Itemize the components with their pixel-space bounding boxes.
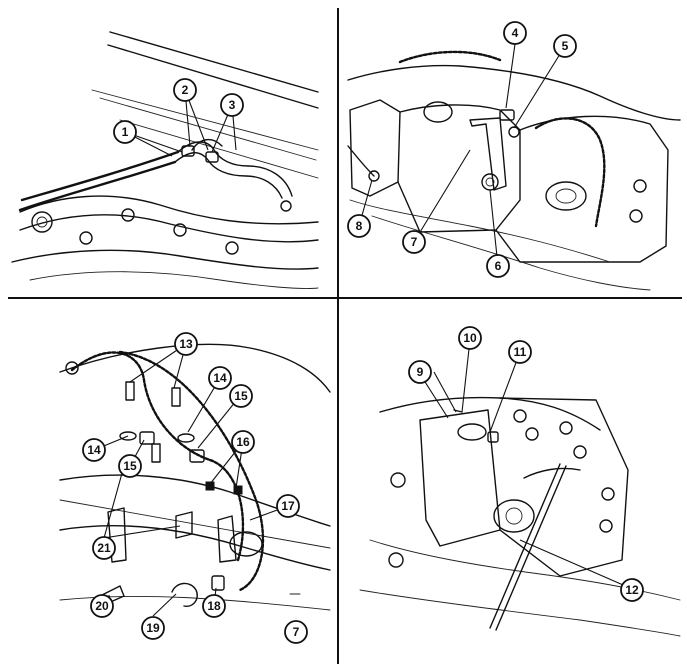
callout-7-top: 7 xyxy=(402,230,426,254)
svg-text:8: 8 xyxy=(356,219,363,233)
svg-text:20: 20 xyxy=(95,599,109,613)
svg-text:14: 14 xyxy=(87,443,101,457)
svg-text:21: 21 xyxy=(97,541,111,555)
svg-text:17: 17 xyxy=(281,499,295,513)
svg-text:5: 5 xyxy=(562,39,569,53)
svg-text:6: 6 xyxy=(495,259,502,273)
svg-text:9: 9 xyxy=(417,365,424,379)
callout-16: 16 xyxy=(231,430,255,454)
svg-text:15: 15 xyxy=(123,459,137,473)
svg-text:15: 15 xyxy=(234,389,248,403)
svg-text:10: 10 xyxy=(463,331,477,345)
callout-9: 9 xyxy=(408,360,432,384)
callout-6: 6 xyxy=(486,254,510,278)
svg-text:2: 2 xyxy=(182,83,189,97)
svg-text:11: 11 xyxy=(514,345,527,359)
panel-top-right xyxy=(347,50,681,291)
svg-text:7: 7 xyxy=(411,235,418,249)
callout-15-left: 15 xyxy=(118,454,142,478)
callout-20: 20 xyxy=(90,594,114,618)
callout-2: 2 xyxy=(173,78,197,102)
callouts: 1 2 3 4 5 6 7 8 9 10 11 12 13 14 14 15 1… xyxy=(82,21,644,644)
svg-text:12: 12 xyxy=(625,583,639,597)
callout-18: 18 xyxy=(202,594,226,618)
callout-7-bottom: 7 xyxy=(284,620,308,644)
svg-text:4: 4 xyxy=(512,26,519,40)
callout-13: 13 xyxy=(174,332,198,356)
callout-8: 8 xyxy=(347,214,371,238)
callout-14-left: 14 xyxy=(82,438,106,462)
callout-12: 12 xyxy=(620,578,644,602)
svg-text:18: 18 xyxy=(207,599,221,613)
callout-14-right: 14 xyxy=(208,366,232,390)
svg-text:7: 7 xyxy=(293,625,300,639)
svg-text:13: 13 xyxy=(179,337,193,351)
svg-text:1: 1 xyxy=(122,125,129,139)
svg-text:3: 3 xyxy=(229,98,236,112)
callout-3: 3 xyxy=(220,93,244,117)
svg-text:14: 14 xyxy=(213,371,227,385)
panel-top-left xyxy=(11,31,319,289)
callout-4: 4 xyxy=(503,21,527,45)
callout-5: 5 xyxy=(553,34,577,58)
svg-text:19: 19 xyxy=(146,621,160,635)
callout-11: 11 xyxy=(508,340,532,364)
callout-17: 17 xyxy=(276,494,300,518)
callout-19: 19 xyxy=(141,616,165,640)
svg-text:16: 16 xyxy=(236,435,250,449)
callout-21: 21 xyxy=(92,536,116,560)
panel-bottom-left xyxy=(59,343,331,611)
callout-1: 1 xyxy=(113,120,137,144)
callout-10: 10 xyxy=(458,326,482,350)
callout-15-right: 15 xyxy=(229,384,253,408)
